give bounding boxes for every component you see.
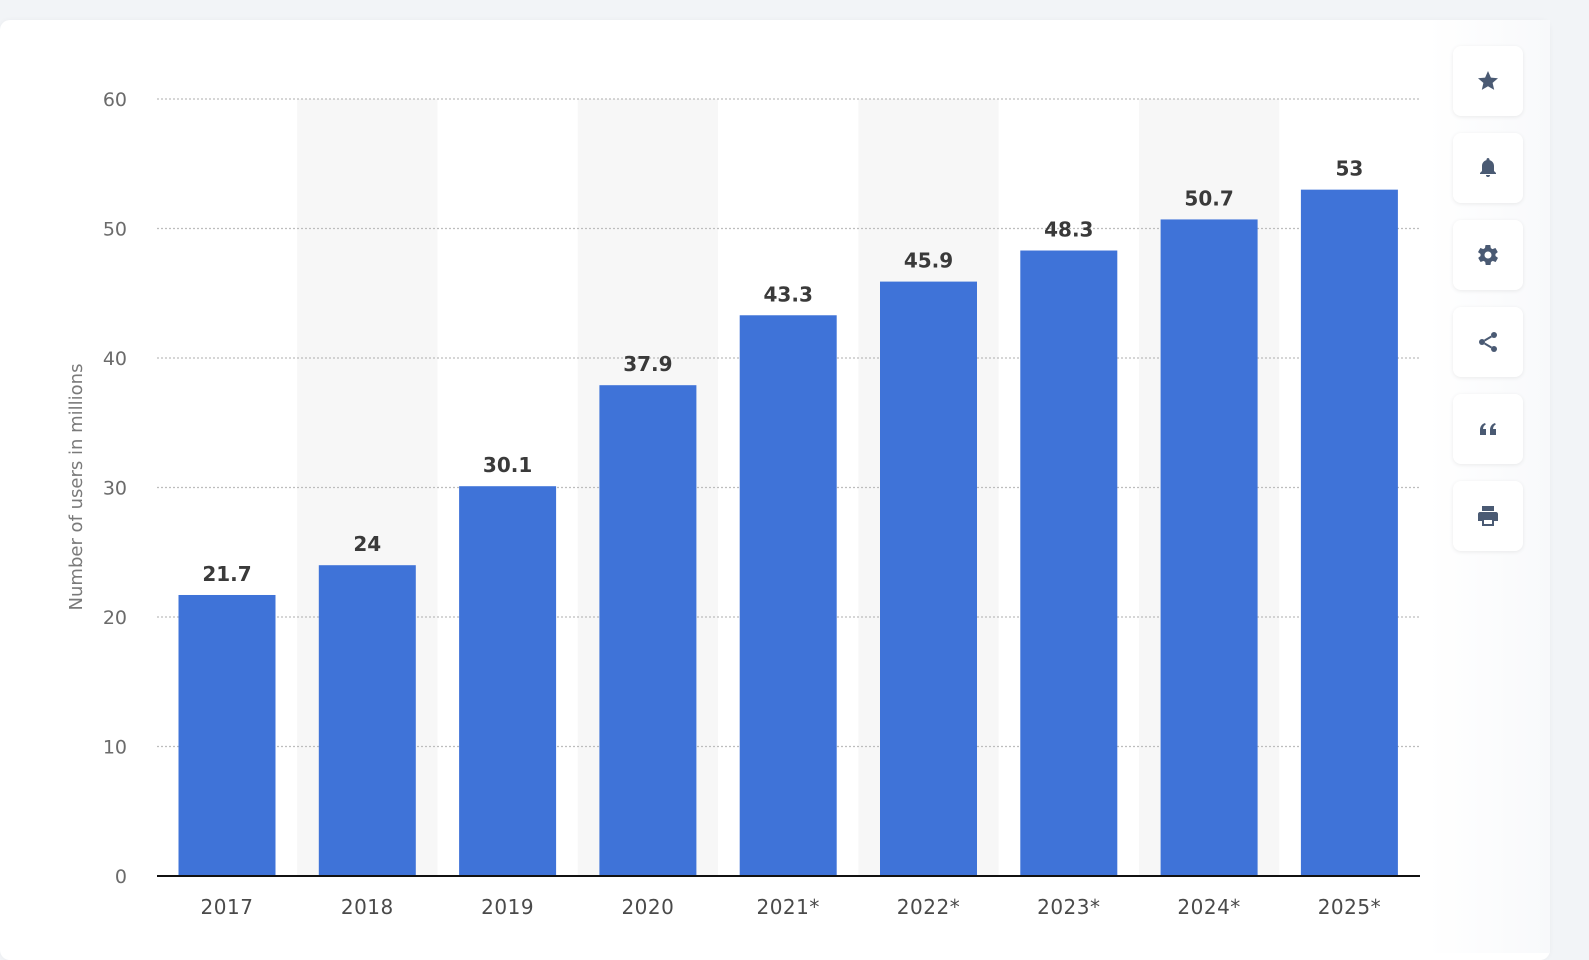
bar[interactable]	[1020, 250, 1118, 876]
y-tick-label: 40	[103, 348, 127, 370]
bar[interactable]	[178, 594, 276, 876]
bar[interactable]	[1160, 219, 1258, 876]
bar[interactable]	[599, 385, 697, 876]
bar[interactable]	[1300, 189, 1398, 876]
bar[interactable]	[459, 486, 557, 876]
bar[interactable]	[739, 315, 837, 876]
bar[interactable]	[318, 565, 416, 876]
share-icon	[1479, 332, 1497, 352]
star-icon	[1478, 71, 1498, 90]
data-label: 45.9	[904, 249, 953, 273]
data-label: 48.3	[1044, 218, 1093, 242]
bar-chart: 21.7 24 30.1 37.9 43.3 45.9 48.3 50.7 53 0 10 20 30…	[66, 89, 1420, 919]
y-tick-label: 60	[103, 89, 127, 111]
x-tick-label: 2024*	[1177, 895, 1240, 919]
y-tick-label: 30	[103, 478, 127, 500]
quote-icon	[1480, 423, 1496, 435]
y-tick-label: 0	[115, 866, 127, 888]
y-tick-label: 10	[103, 737, 127, 759]
y-tick-label: 50	[103, 219, 127, 241]
data-label: 37.9	[623, 352, 672, 376]
share-button[interactable]	[1453, 307, 1523, 377]
data-label: 24	[353, 532, 381, 556]
favorite-button[interactable]	[1453, 46, 1523, 116]
settings-button[interactable]	[1453, 220, 1523, 290]
x-tick-label: 2022*	[897, 895, 960, 919]
bell-icon	[1480, 158, 1496, 177]
data-label: 43.3	[764, 282, 813, 306]
x-tick-label: 2019	[481, 895, 534, 919]
x-tick-label: 2023*	[1037, 895, 1100, 919]
x-tick-label: 2018	[341, 895, 394, 919]
notification-button[interactable]	[1453, 133, 1523, 203]
print-button[interactable]	[1453, 481, 1523, 551]
x-tick-label: 2020	[621, 895, 674, 919]
chart-toolbar	[1453, 46, 1525, 568]
print-icon	[1478, 506, 1498, 526]
x-tick-label: 2021*	[756, 895, 819, 919]
data-label: 21.7	[202, 562, 251, 586]
y-axis-label: Number of users in millions	[66, 364, 87, 611]
gear-icon	[1478, 245, 1498, 265]
data-label: 50.7	[1184, 186, 1233, 210]
data-label: 53	[1335, 157, 1363, 181]
bar[interactable]	[880, 281, 977, 877]
x-tick-label: 2025*	[1318, 895, 1381, 919]
cite-button[interactable]	[1453, 394, 1523, 464]
y-tick-label: 20	[103, 607, 127, 629]
x-tick-label: 2017	[201, 895, 254, 919]
data-label: 30.1	[483, 453, 532, 477]
